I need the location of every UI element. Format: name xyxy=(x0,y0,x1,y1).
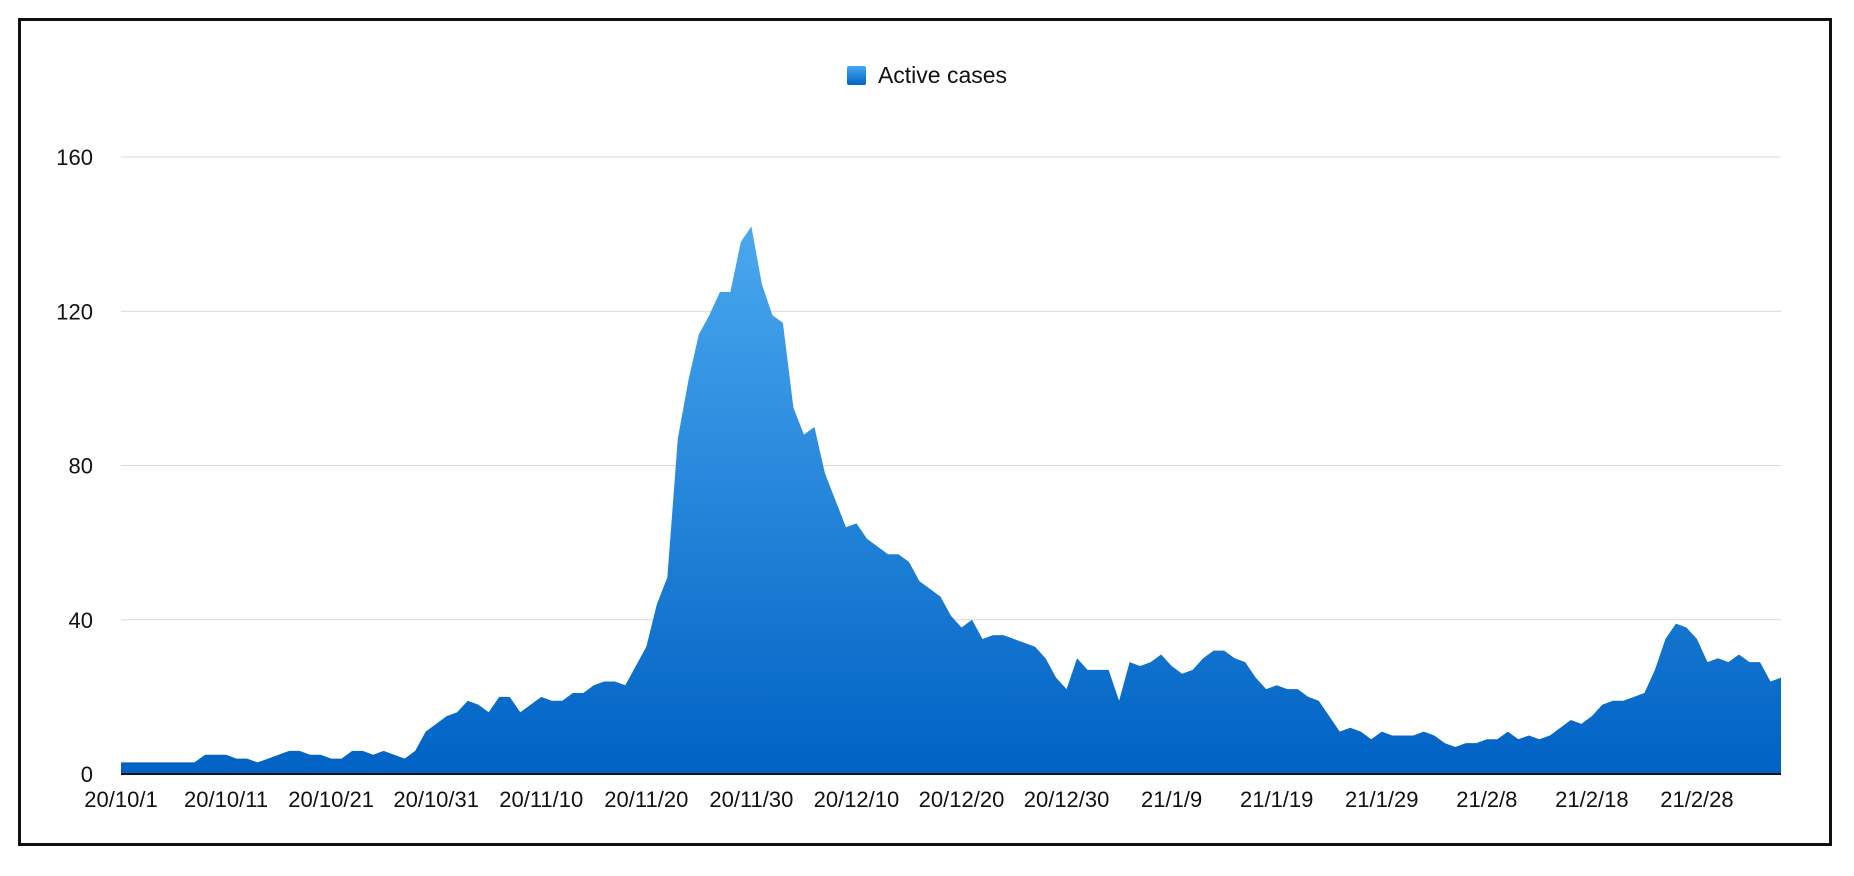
x-tick-label: 20/11/10 xyxy=(499,787,583,812)
x-tick-label: 21/2/28 xyxy=(1660,787,1733,812)
legend-label: Active cases xyxy=(877,62,1008,88)
x-tick-label: 20/10/1 xyxy=(84,787,157,812)
x-tick-label: 20/12/20 xyxy=(919,787,1005,812)
x-tick-label: 20/10/11 xyxy=(184,787,268,812)
x-tick-label: 20/11/30 xyxy=(709,787,793,812)
x-tick-label: 21/1/9 xyxy=(1141,787,1202,812)
x-tick-label: 21/2/18 xyxy=(1555,787,1628,812)
x-tick-label: 21/1/19 xyxy=(1240,787,1313,812)
area-series-active-cases xyxy=(121,226,1781,774)
y-tick-label: 80 xyxy=(69,454,93,479)
y-tick-labels: 0 40 80 120 160 xyxy=(56,145,93,787)
x-tick-label: 20/10/31 xyxy=(393,787,479,812)
legend: Active cases xyxy=(0,62,1854,89)
x-tick-label: 21/1/29 xyxy=(1345,787,1418,812)
y-tick-label: 120 xyxy=(56,299,93,324)
x-tick-labels: 20/10/1 20/10/11 20/10/21 20/10/31 20/11/10 2… xyxy=(84,787,1733,812)
x-tick-label: 20/11/20 xyxy=(604,787,688,812)
x-tick-label: 20/10/21 xyxy=(288,787,374,812)
x-tick-label: 21/2/8 xyxy=(1456,787,1517,812)
x-tick-label: 20/12/10 xyxy=(814,787,900,812)
y-tick-label: 0 xyxy=(81,762,93,787)
legend-swatch xyxy=(846,66,866,85)
y-tick-label: 160 xyxy=(56,145,93,170)
y-tick-label: 40 xyxy=(69,608,93,633)
grid-lines xyxy=(121,156,1781,621)
x-tick-label: 20/12/30 xyxy=(1024,787,1110,812)
